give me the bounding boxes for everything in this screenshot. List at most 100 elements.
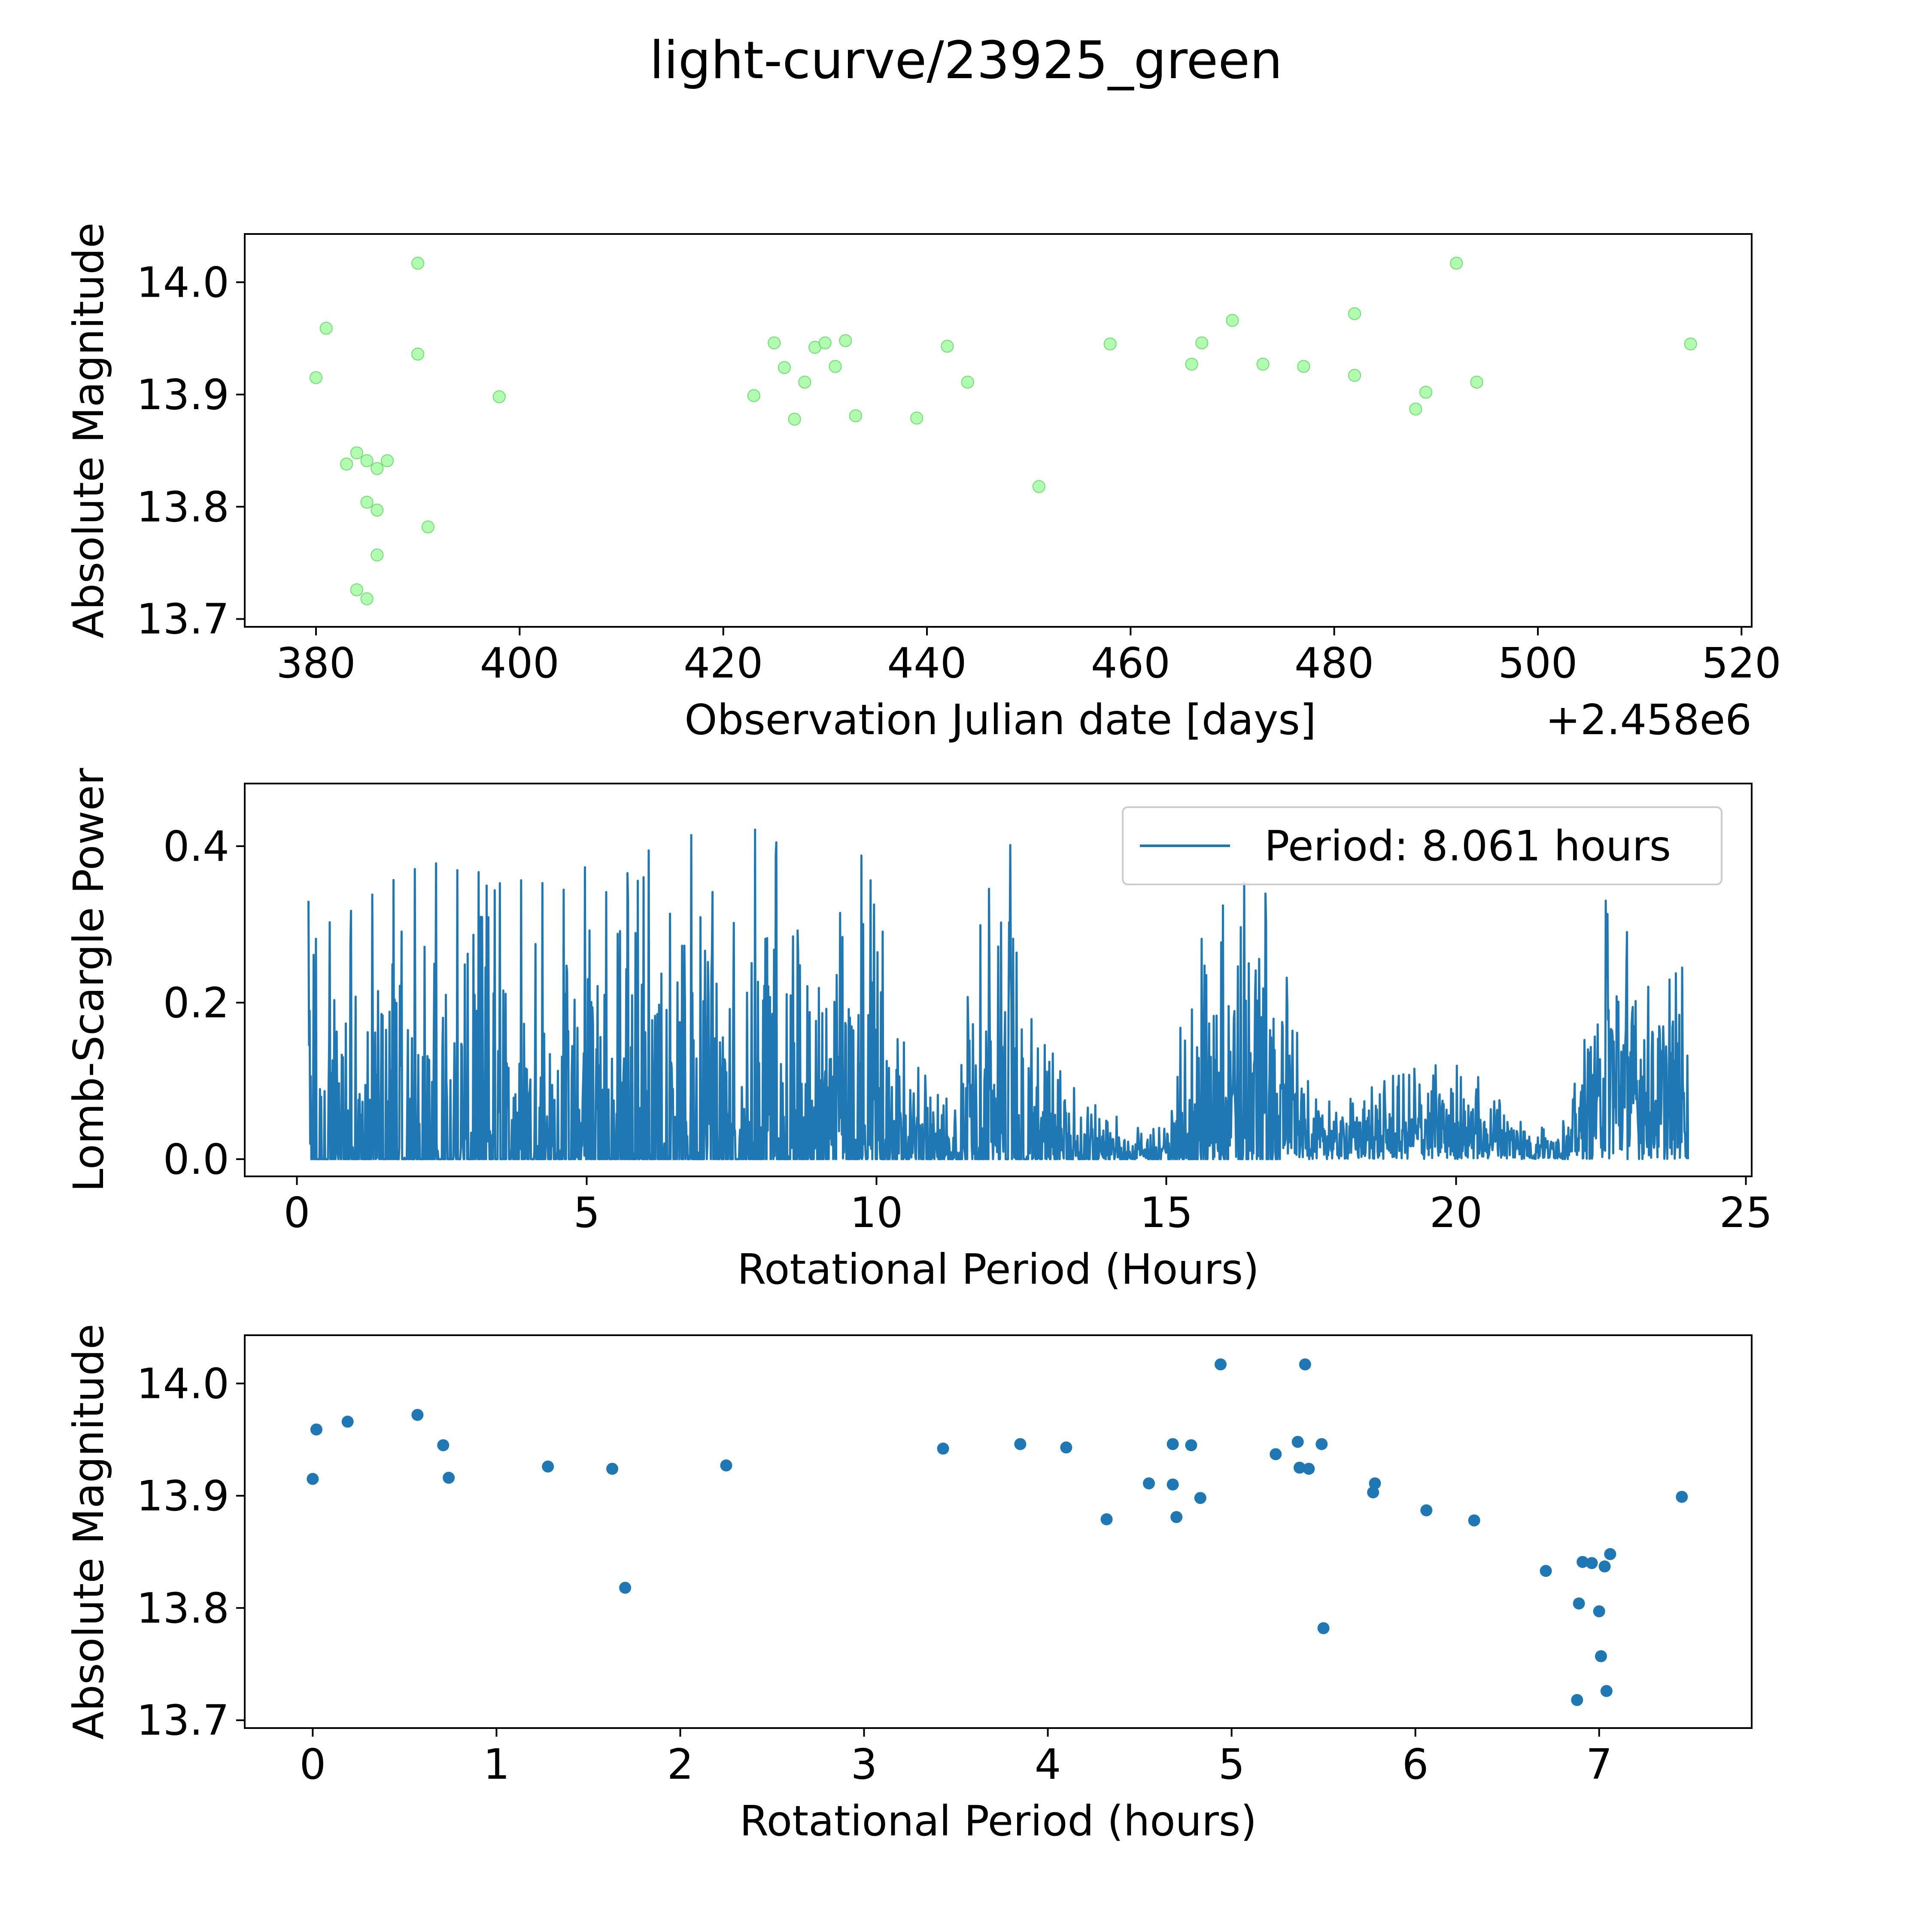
- x-tick-label: 25: [1719, 1188, 1772, 1237]
- light-curve-panel: 380 400 420 440 460 480 500 520 13.7 13.8 13.9 14.0…: [64, 222, 1781, 744]
- light-curve-point: [350, 583, 363, 596]
- light-curve-point: [360, 454, 374, 468]
- phase-folded-point: [411, 1409, 424, 1421]
- x-tick-label: 420: [683, 639, 763, 687]
- periodogram-series-line: [307, 828, 1689, 1160]
- light-curve-point: [1470, 376, 1483, 389]
- light-curve-point: [1195, 336, 1209, 349]
- light-curve-point: [411, 256, 425, 270]
- y-tick-label: 13.7: [137, 595, 229, 644]
- phase-folded-point: [1166, 1438, 1179, 1450]
- phase-folded-point: [1166, 1478, 1179, 1491]
- phase-folded-point: [1317, 1622, 1330, 1634]
- light-curve-point: [788, 413, 801, 426]
- light-curve-point: [1226, 314, 1239, 327]
- phase-folded-point: [1303, 1463, 1315, 1475]
- light-curve-xlabel: Observation Julian date [days]: [684, 696, 1316, 744]
- light-curve-point: [778, 361, 791, 374]
- x-tick-label: 10: [850, 1188, 903, 1237]
- phase-folded-point: [1185, 1439, 1197, 1452]
- phase-folded-point: [1270, 1448, 1282, 1461]
- light-curve-point: [1032, 480, 1045, 493]
- phase-folded-point: [1604, 1548, 1616, 1560]
- phase-folded-point: [437, 1439, 450, 1452]
- y-tick-label: 13.9: [137, 1472, 229, 1520]
- x-tick-label: 5: [574, 1188, 600, 1237]
- x-tick-label: 6: [1402, 1740, 1429, 1789]
- x-tick-label: 380: [276, 639, 355, 687]
- phase-folded-ticks: 0 1 2 3 4 5 6 7 13.7 13.8 13.9 14.0: [137, 1359, 1613, 1789]
- periodogram-axes-frame: [244, 783, 1753, 1177]
- light-curve-point: [492, 390, 506, 404]
- phase-folded-point: [1294, 1461, 1306, 1474]
- light-curve-point: [1684, 337, 1697, 351]
- phase-folded-point: [1291, 1436, 1304, 1448]
- phase-folded-point: [1571, 1694, 1583, 1706]
- phase-folded-point: [1468, 1514, 1480, 1527]
- light-curve-point: [411, 347, 425, 361]
- light-curve-point: [381, 454, 394, 468]
- light-curve-point: [941, 340, 954, 353]
- phase-folded-point: [443, 1472, 455, 1484]
- x-tick-label: 0: [300, 1740, 326, 1789]
- phase-folded-point: [619, 1582, 632, 1594]
- phase-folded-point: [1143, 1477, 1155, 1490]
- y-tick-label: 13.8: [137, 483, 229, 531]
- light-curve-point: [1256, 358, 1270, 371]
- x-tick-label: 5: [1218, 1740, 1245, 1789]
- phase-folded-point: [1676, 1491, 1688, 1503]
- light-curve-points: [310, 256, 1697, 605]
- y-tick-label: 13.9: [137, 371, 229, 419]
- light-curve-point: [839, 334, 852, 347]
- light-curve-point: [1409, 402, 1422, 416]
- phase-folded-point: [341, 1416, 354, 1428]
- light-curve-point: [340, 457, 353, 471]
- x-tick-label: 0: [284, 1188, 310, 1237]
- x-tick-label: 2: [667, 1740, 694, 1789]
- x-tick-label: 20: [1430, 1188, 1482, 1237]
- x-tick-label: 460: [1091, 639, 1170, 687]
- light-curve-point: [910, 411, 923, 425]
- x-tick-label: 7: [1586, 1740, 1613, 1789]
- light-curve-point: [961, 376, 974, 389]
- light-curve-point: [747, 389, 760, 402]
- x-tick-label: 440: [887, 639, 966, 687]
- phase-folded-point: [310, 1423, 322, 1436]
- periodogram-panel: 0 5 10 15 20 25 0.0 0.2 0.4 Rotational Period (H…: [64, 768, 1772, 1294]
- light-curve-axes-frame: [244, 233, 1753, 628]
- light-curve-point: [371, 548, 384, 562]
- phase-folded-ylabel: Absolute Magnitude: [64, 1324, 113, 1740]
- phase-folded-point: [1299, 1358, 1311, 1370]
- phase-folded-point: [1194, 1492, 1206, 1504]
- phase-folded-point: [1598, 1560, 1611, 1573]
- periodogram-legend: Period: 8.061 hours: [1122, 806, 1722, 885]
- phase-folded-point: [1367, 1486, 1379, 1498]
- light-curve-point: [310, 371, 323, 384]
- phase-folded-xlabel: Rotational Period (hours): [740, 1797, 1257, 1845]
- y-tick-label: 0.2: [163, 978, 229, 1027]
- light-curve-point: [798, 376, 811, 389]
- phase-folded-point: [1369, 1477, 1381, 1490]
- light-curve-point: [1348, 369, 1361, 382]
- light-curve-offset-text: +2.458e6: [1546, 696, 1752, 744]
- phase-folded-panel: 0 1 2 3 4 5 6 7 13.7 13.8 13.9 14.0 Rotational Peri…: [64, 1324, 1753, 1845]
- y-tick-label: 14.0: [137, 258, 229, 307]
- x-tick-label: 400: [480, 639, 559, 687]
- y-tick-label: 0.4: [163, 822, 229, 871]
- phase-folded-point: [1573, 1597, 1585, 1610]
- light-curve-point: [1185, 358, 1198, 371]
- light-curve-point: [360, 592, 374, 605]
- periodogram-ylabel: Lomb-Scargle Power: [64, 768, 113, 1192]
- light-curve-point: [319, 322, 333, 335]
- phase-folded-point: [720, 1459, 732, 1472]
- periodogram-xlabel: Rotational Period (Hours): [737, 1245, 1259, 1294]
- phase-folded-point: [1100, 1513, 1113, 1525]
- phase-folded-point: [1593, 1605, 1605, 1618]
- phase-folded-point: [1214, 1358, 1227, 1370]
- legend-box: [1122, 806, 1722, 885]
- light-curve-point: [1348, 307, 1361, 320]
- x-tick-label: 15: [1140, 1188, 1193, 1237]
- phase-folded-axes-frame: [244, 1334, 1753, 1729]
